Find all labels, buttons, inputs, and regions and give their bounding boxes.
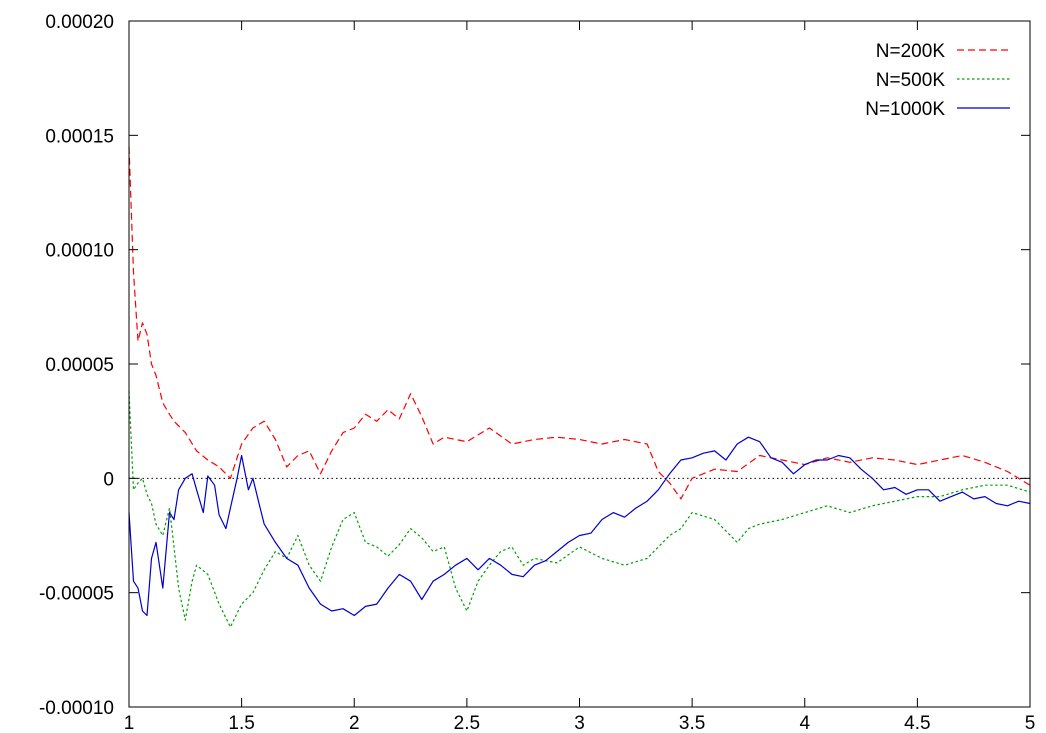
x-tick-label: 3.5 <box>679 713 705 733</box>
y-tick-label: 0 <box>103 469 114 490</box>
legend-label: N=1000K <box>865 99 945 120</box>
ticks-layer: 1 1.5 2 2.5 3 3.5 4 4.5 5 -0.00010 -0.00005 0 0.0000… <box>39 12 1035 733</box>
series-line-n-1000k <box>128 436 1031 617</box>
y-tick-label: 0.00005 <box>45 355 114 376</box>
x-tick-label: 4 <box>799 713 810 733</box>
x-tick-label: 5 <box>1025 713 1036 733</box>
x-tick-label: 2.5 <box>454 713 480 733</box>
y-tick-label: 0.00020 <box>45 12 114 33</box>
legend-label: N=200K <box>876 41 946 62</box>
series-layer <box>128 146 1031 628</box>
y-tick-label: -0.00010 <box>39 698 114 719</box>
legend: N=200K N=500K N=1000K <box>865 41 1010 120</box>
x-tick-label: 2 <box>349 713 360 733</box>
series-line-n-200k <box>128 146 1031 500</box>
y-tick-label: 0.00015 <box>45 126 114 147</box>
x-tick-label: 1 <box>124 713 135 733</box>
series-line-n-500k <box>128 391 1031 628</box>
x-tick-label: 4.5 <box>904 713 930 733</box>
x-tick-label: 1.5 <box>228 713 254 733</box>
y-tick-label: 0.00010 <box>45 241 114 262</box>
x-tick-label: 3 <box>574 713 585 733</box>
plot-frame <box>128 20 1031 708</box>
legend-label: N=500K <box>876 70 946 91</box>
y-tick-label: -0.00005 <box>39 584 114 605</box>
